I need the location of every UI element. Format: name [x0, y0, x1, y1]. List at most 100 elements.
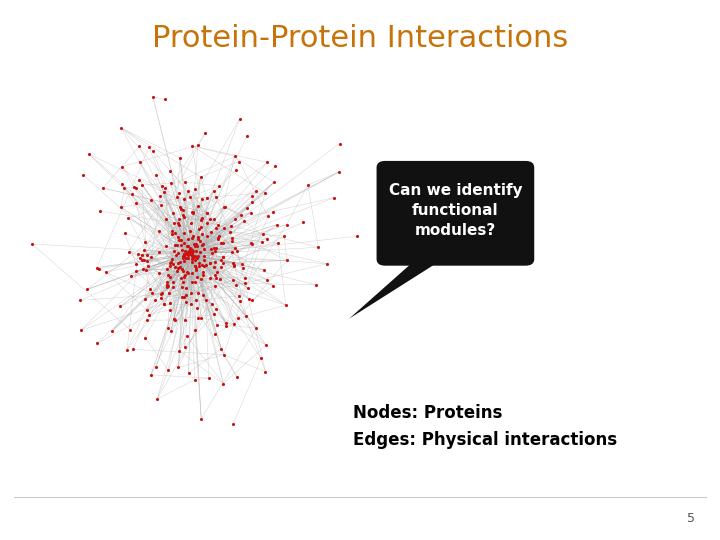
- Point: [271, 220, 282, 229]
- Point: [27, 240, 38, 248]
- Point: [163, 288, 174, 297]
- Point: [210, 281, 221, 290]
- Point: [195, 216, 207, 225]
- Point: [142, 262, 153, 271]
- Point: [198, 261, 210, 270]
- Point: [190, 264, 202, 272]
- Point: [202, 219, 213, 227]
- Point: [174, 258, 186, 266]
- Point: [187, 232, 199, 240]
- Point: [167, 227, 179, 235]
- Point: [231, 373, 243, 382]
- Point: [134, 158, 145, 166]
- Point: [183, 234, 194, 243]
- Point: [194, 248, 206, 256]
- Point: [272, 239, 284, 247]
- Point: [240, 312, 252, 321]
- Point: [210, 193, 222, 202]
- Point: [171, 266, 183, 275]
- Point: [140, 266, 152, 275]
- Point: [179, 213, 190, 221]
- Point: [140, 238, 151, 246]
- Text: Can we identify
functional
modules?: Can we identify functional modules?: [389, 183, 522, 238]
- Point: [181, 250, 193, 259]
- Point: [196, 214, 207, 222]
- Point: [235, 211, 247, 219]
- Point: [189, 278, 200, 287]
- Point: [180, 291, 192, 299]
- Point: [163, 323, 174, 332]
- Point: [236, 260, 248, 268]
- Point: [161, 280, 173, 289]
- Point: [176, 282, 188, 291]
- Point: [212, 221, 223, 230]
- Point: [177, 267, 189, 275]
- Point: [261, 158, 273, 167]
- Point: [176, 274, 187, 282]
- Point: [141, 316, 153, 325]
- Point: [158, 188, 170, 197]
- Point: [116, 180, 127, 188]
- Point: [186, 246, 197, 254]
- Point: [158, 300, 170, 309]
- Point: [186, 234, 197, 242]
- Point: [119, 184, 130, 193]
- Point: [193, 289, 204, 298]
- Point: [184, 226, 195, 235]
- Point: [151, 395, 163, 403]
- Point: [175, 262, 186, 271]
- Point: [192, 235, 204, 244]
- Point: [187, 252, 199, 260]
- Point: [183, 249, 194, 258]
- Point: [201, 193, 212, 202]
- Point: [100, 268, 112, 276]
- Point: [180, 315, 192, 324]
- Point: [186, 250, 197, 259]
- Point: [123, 247, 135, 256]
- Point: [179, 249, 190, 258]
- Point: [161, 280, 173, 289]
- Point: [186, 250, 198, 259]
- Point: [165, 179, 176, 187]
- Point: [279, 232, 290, 241]
- Point: [229, 152, 240, 161]
- Point: [186, 278, 197, 287]
- Point: [183, 369, 194, 377]
- Point: [197, 271, 209, 280]
- Point: [206, 299, 217, 308]
- Point: [228, 420, 239, 429]
- Point: [241, 204, 253, 212]
- Point: [182, 187, 194, 195]
- Point: [176, 235, 187, 244]
- Point: [204, 259, 216, 267]
- Point: [209, 310, 220, 319]
- Point: [218, 203, 230, 212]
- Point: [127, 345, 138, 354]
- Point: [259, 188, 271, 197]
- Point: [199, 245, 210, 253]
- Point: [229, 215, 240, 224]
- Point: [179, 273, 190, 281]
- Point: [191, 273, 202, 281]
- Point: [147, 289, 158, 298]
- Point: [179, 252, 190, 260]
- Point: [143, 310, 154, 319]
- Point: [177, 253, 189, 262]
- Point: [170, 251, 181, 260]
- Point: [169, 262, 181, 271]
- Point: [220, 319, 232, 327]
- Point: [181, 241, 193, 250]
- Point: [137, 255, 148, 264]
- Point: [321, 259, 333, 268]
- Point: [186, 258, 197, 267]
- Point: [159, 95, 171, 104]
- Point: [182, 248, 194, 256]
- Point: [142, 256, 153, 265]
- Point: [217, 379, 229, 388]
- Point: [186, 269, 197, 278]
- Point: [217, 253, 229, 261]
- Point: [168, 315, 179, 324]
- Point: [156, 289, 168, 298]
- Point: [84, 150, 95, 159]
- Point: [197, 268, 209, 277]
